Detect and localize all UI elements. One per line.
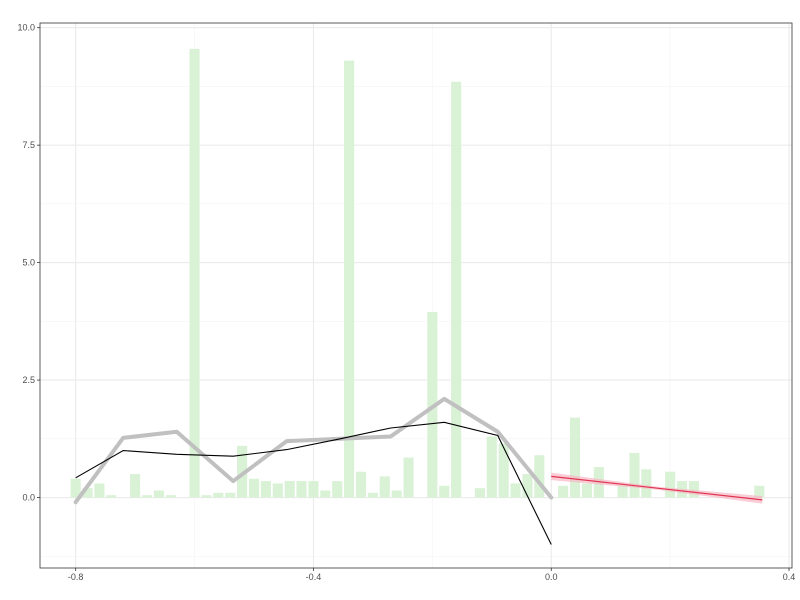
bar [237, 445, 248, 498]
bar [225, 492, 236, 498]
bar [522, 474, 533, 498]
bar [201, 495, 212, 498]
bar [320, 490, 331, 498]
bar [189, 48, 200, 498]
bar [130, 474, 141, 498]
x-tick-label: -0.8 [68, 572, 84, 582]
y-tick-label: 5.0 [22, 258, 35, 268]
bar [332, 481, 343, 498]
bar [70, 478, 81, 498]
bar [617, 485, 628, 498]
bar [141, 495, 153, 498]
x-tick-label: -0.4 [306, 572, 322, 582]
bar [486, 436, 497, 498]
panel-border [39, 22, 793, 569]
bar [355, 471, 367, 498]
bar [248, 478, 260, 498]
bar [272, 483, 283, 498]
bar [754, 485, 765, 498]
line-series [73, 396, 763, 545]
bar [534, 455, 545, 498]
thick-gray-line [73, 396, 554, 505]
red-fit-line [551, 475, 763, 501]
bar [665, 471, 676, 498]
bar [510, 483, 521, 498]
black-line [75, 421, 552, 545]
bar [367, 492, 378, 498]
bar [82, 488, 93, 498]
bar [629, 452, 640, 498]
bar [688, 481, 699, 498]
axes: -0.8 -0.4 0.0 0.4 0.0 2.5 5.0 7.5 10.0 [17, 23, 795, 582]
bar [344, 60, 355, 498]
bar [106, 495, 117, 498]
bar [391, 490, 402, 498]
x-tick-label: 0.0 [545, 572, 558, 582]
bar [439, 485, 450, 498]
bar [296, 481, 307, 498]
y-tick-label: 10.0 [17, 23, 35, 33]
x-tick-label: 0.4 [783, 572, 796, 582]
bar [427, 311, 438, 498]
bar [284, 481, 295, 498]
bar [403, 457, 414, 498]
bar [165, 495, 176, 498]
bar [153, 490, 164, 498]
y-tick-label: 2.5 [22, 375, 35, 385]
bar [569, 417, 581, 498]
bar [641, 469, 652, 498]
bar [260, 481, 271, 498]
bar [581, 483, 592, 498]
bar [213, 492, 224, 498]
bar [558, 485, 569, 498]
bar [474, 488, 485, 498]
bar [498, 443, 509, 498]
bar [94, 483, 105, 498]
bar [379, 476, 390, 498]
y-tick-label: 7.5 [22, 140, 35, 150]
bar [451, 81, 462, 498]
bar [308, 481, 319, 498]
y-tick-label: 0.0 [22, 493, 35, 503]
